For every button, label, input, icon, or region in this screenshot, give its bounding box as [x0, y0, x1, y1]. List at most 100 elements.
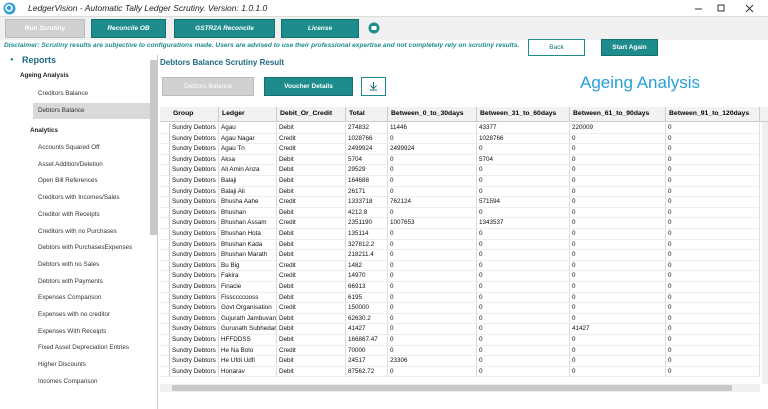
table-cell[interactable]: He Na Bolo: [219, 345, 277, 357]
table-cell[interactable]: Honarav: [219, 366, 277, 378]
toolbar-button[interactable]: License: [281, 19, 359, 38]
table-cell[interactable]: Sundry Debtors: [170, 207, 219, 219]
table-cell[interactable]: Debit: [277, 356, 346, 367]
table-cell[interactable]: Sundry Debtors: [170, 324, 219, 335]
table-cell[interactable]: Bhushan Kada: [219, 239, 277, 251]
table-cell[interactable]: Credit: [277, 345, 346, 357]
tree-item[interactable]: Expenses with no creditor: [38, 311, 111, 318]
table-cell[interactable]: Sundry Debtors: [170, 282, 219, 293]
tree-item[interactable]: Creditors with no Purchases: [38, 227, 117, 235]
table-cell[interactable]: 0: [570, 218, 666, 229]
tree-item[interactable]: Higher Discounts: [38, 361, 86, 369]
table-cell[interactable]: 0: [666, 123, 760, 134]
table-cell[interactable]: Gurunath Subhedar: [219, 324, 277, 335]
table-cell[interactable]: 0: [666, 250, 760, 261]
table-cell[interactable]: 0: [666, 260, 760, 272]
table-cell[interactable]: Debit: [277, 282, 346, 293]
tree-item[interactable]: Expenses With Receipts: [38, 327, 107, 335]
table-cell[interactable]: 1482: [346, 260, 388, 272]
table-cell[interactable]: Debit: [277, 335, 346, 346]
table-cell[interactable]: 11446: [388, 123, 477, 134]
table-cell[interactable]: 0: [570, 250, 666, 261]
table-cell[interactable]: 0: [570, 239, 666, 251]
table-cell[interactable]: 0: [388, 335, 477, 346]
table-cell[interactable]: Debit: [277, 123, 346, 134]
table-cell[interactable]: 87562.72: [346, 366, 388, 378]
table-cell[interactable]: Sundry Debtors: [170, 260, 219, 272]
table-cell[interactable]: Sundry Debtors: [170, 133, 219, 145]
table-cell[interactable]: Sundry Debtors: [170, 144, 219, 155]
table-cell[interactable]: Sundry Debtors: [170, 292, 219, 304]
table-cell[interactable]: 0: [477, 250, 570, 261]
table-cell[interactable]: 1333718: [346, 197, 388, 208]
table-cell[interactable]: 0: [666, 271, 760, 282]
table-cell[interactable]: Sundry Debtors: [170, 335, 219, 346]
table-cell[interactable]: Bhushan Marath: [219, 250, 277, 261]
table-cell[interactable]: 70000: [346, 345, 388, 357]
table-cell[interactable]: 0: [388, 260, 477, 272]
table-cell[interactable]: Sundry Debtors: [170, 303, 219, 314]
table-cell[interactable]: 0: [388, 303, 477, 314]
column-header[interactable]: Group: [170, 107, 219, 121]
column-header[interactable]: Ledger: [219, 107, 277, 121]
table-cell[interactable]: 0: [570, 313, 666, 325]
tree-item[interactable]: Asset Addition/Deletion: [38, 160, 103, 168]
table-cell[interactable]: Credit: [277, 133, 346, 145]
table-cell[interactable]: 0: [666, 207, 760, 219]
table-cell[interactable]: 0: [477, 176, 570, 187]
table-cell[interactable]: Sundry Debtors: [170, 176, 219, 187]
table-cell[interactable]: 0: [477, 292, 570, 304]
table-cell[interactable]: 0: [570, 165, 666, 176]
table-cell[interactable]: Credit: [277, 271, 346, 282]
tree-item[interactable]: Debtors Balance: [38, 107, 85, 114]
table-cell[interactable]: Debit: [277, 250, 346, 261]
table-cell[interactable]: Sundry Debtors: [170, 345, 219, 357]
column-header[interactable]: Between_0_to_30days: [388, 107, 477, 121]
table-cell[interactable]: 0: [570, 292, 666, 304]
tree-item[interactable]: Creditors Balance: [38, 90, 89, 97]
table-cell[interactable]: HFFDDSS: [219, 335, 277, 346]
table-cell[interactable]: 0: [388, 313, 477, 325]
table-cell[interactable]: 135114: [346, 229, 388, 240]
table-cell[interactable]: 26171: [346, 186, 388, 198]
table-cell[interactable]: He Ufdi Udfi: [219, 356, 277, 367]
table-cell[interactable]: Bhushan Assam: [219, 218, 277, 229]
table-cell[interactable]: Sundry Debtors: [170, 313, 219, 325]
tree-group[interactable]: Analytics: [30, 127, 58, 134]
table-cell[interactable]: 41427: [570, 324, 666, 335]
tree-item[interactable]: Creditor with Receipts: [38, 210, 100, 218]
table-cell[interactable]: 0: [477, 229, 570, 240]
table-cell[interactable]: 218211.4: [346, 250, 388, 261]
table-cell[interactable]: 0: [477, 345, 570, 357]
table-cell[interactable]: 1343537: [477, 218, 570, 229]
table-cell[interactable]: 0: [477, 366, 570, 378]
tree-item[interactable]: Expenses Comparison: [38, 294, 102, 302]
column-header[interactable]: Total: [346, 107, 388, 121]
table-cell[interactable]: 0: [570, 176, 666, 187]
table-cell[interactable]: 0: [477, 335, 570, 346]
table-cell[interactable]: Sundry Debtors: [170, 218, 219, 229]
table-cell[interactable]: 62630.2: [346, 313, 388, 325]
table-cell[interactable]: 0: [388, 324, 477, 335]
table-cell[interactable]: 0: [570, 186, 666, 198]
table-cell[interactable]: 327812.2: [346, 239, 388, 251]
table-cell[interactable]: 0: [477, 207, 570, 219]
table-cell[interactable]: 0: [666, 218, 760, 229]
table-cell[interactable]: 0: [570, 207, 666, 219]
tree-item[interactable]: Debtors with no Sales: [38, 260, 100, 268]
table-cell[interactable]: 0: [666, 186, 760, 198]
table-cell[interactable]: 0: [477, 271, 570, 282]
table-cell[interactable]: Debit: [277, 165, 346, 176]
table-cell[interactable]: Agau Tn: [219, 144, 277, 155]
table-cell[interactable]: 0: [388, 345, 477, 357]
table-cell[interactable]: Sundry Debtors: [170, 271, 219, 282]
table-cell[interactable]: 0: [477, 324, 570, 335]
table-cell[interactable]: Bhushan: [219, 207, 277, 219]
table-cell[interactable]: 0: [666, 176, 760, 187]
table-cell[interactable]: 0: [388, 282, 477, 293]
table-cell[interactable]: 5704: [477, 154, 570, 166]
table-cell[interactable]: 0: [477, 303, 570, 314]
table-cell[interactable]: 0: [666, 229, 760, 240]
table-cell[interactable]: Sundry Debtors: [170, 366, 219, 378]
table-cell[interactable]: 0: [666, 303, 760, 314]
